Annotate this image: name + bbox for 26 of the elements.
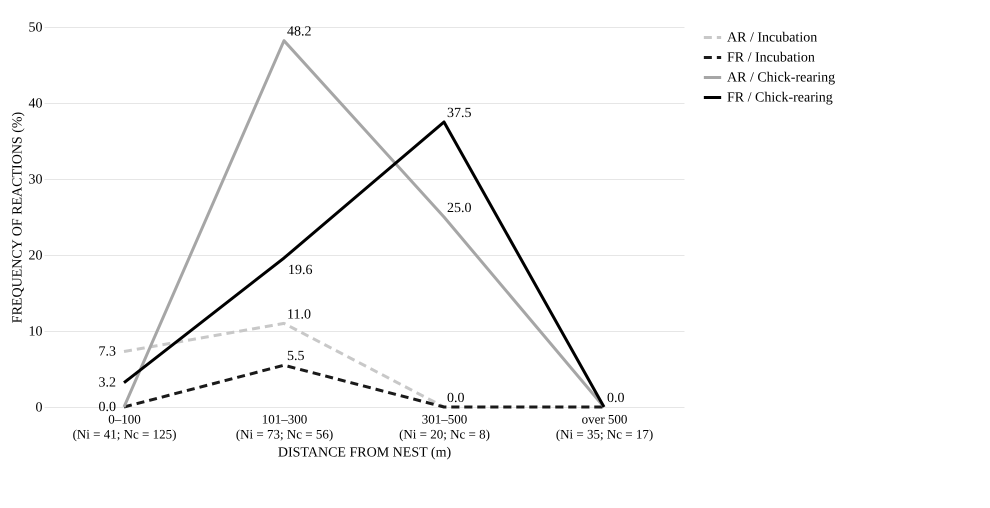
x-tick-label: over 500 (Ni = 35; Nc = 17) <box>556 412 654 442</box>
legend-label: AR / Incubation <box>727 30 818 46</box>
x-tick-label: 101–300 (Ni = 73; Nc = 56) <box>236 412 334 442</box>
legend-label: FR / Chick-rearing <box>727 90 833 106</box>
y-tick-label: 10 <box>28 324 42 340</box>
y-tick-label: 30 <box>28 172 42 188</box>
y-tick-label: 50 <box>28 20 42 36</box>
data-label: 19.6 <box>288 263 312 278</box>
x-tick-label: 301–500 (Ni = 20; Nc = 8) <box>399 412 490 442</box>
data-label: 37.5 <box>447 106 472 121</box>
y-tick-label: 20 <box>28 248 42 264</box>
legend-label: AR / Chick-rearing <box>727 70 836 86</box>
data-label: 0.0 <box>447 391 464 406</box>
data-label: 25.0 <box>447 201 472 216</box>
data-label: 3.2 <box>98 376 116 391</box>
data-label: 5.5 <box>287 349 304 364</box>
y-tick-label: 0 <box>36 400 42 416</box>
data-label: 7.3 <box>98 344 116 360</box>
line-series <box>122 120 606 408</box>
x-axis-title: DISTANCE FROM NEST (m) <box>278 446 452 460</box>
data-label: 48.2 <box>287 24 312 40</box>
legend-label: FR / Incubation <box>727 50 815 66</box>
y-axis-title: FREQUENCY OF REACTIONS (%) <box>10 111 26 324</box>
data-label: 11.0 <box>287 307 311 322</box>
y-tick-label: 40 <box>28 96 42 112</box>
data-label: 0.0 <box>607 391 624 406</box>
